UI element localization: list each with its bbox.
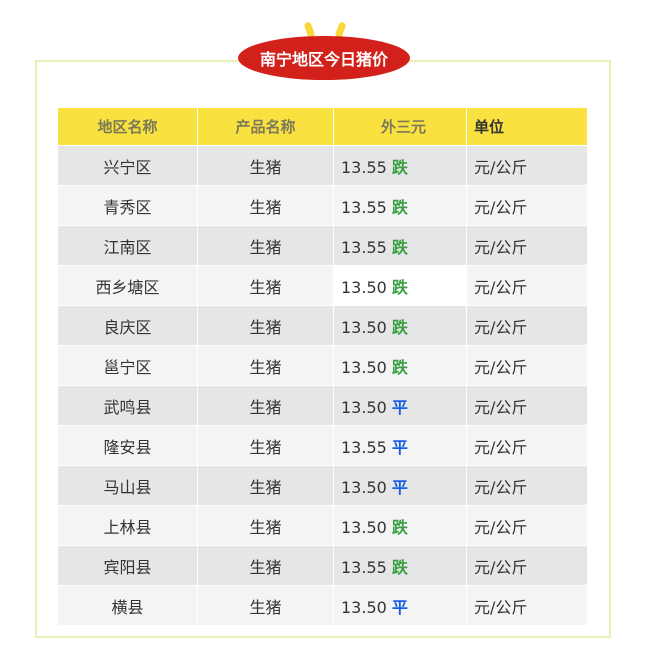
price-value: 13.55 [341,157,387,177]
unit-cell: 元/公斤 [466,185,588,226]
product-cell: 生猪 [197,385,334,426]
header-unit: 单位 [466,107,588,146]
unit-cell: 元/公斤 [466,545,588,586]
price-value: 13.55 [341,237,387,257]
trend-label: 跌 [391,357,408,377]
product-cell: 生猪 [197,185,334,226]
unit-cell: 元/公斤 [466,145,588,186]
product-cell: 生猪 [197,425,334,466]
product-cell: 生猪 [197,265,334,306]
price-cell: 13.50 跌 [333,345,467,386]
price-cell: 13.55 跌 [333,545,467,586]
region-cell: 良庆区 [57,305,198,346]
region-cell: 武鸣县 [57,385,198,426]
unit-cell: 元/公斤 [466,585,588,626]
price-cell: 13.55 跌 [333,225,467,266]
trend-label: 平 [391,397,408,417]
price-cell: 13.55 平 [333,425,467,466]
unit-cell: 元/公斤 [466,225,588,266]
price-cell: 13.50 平 [333,465,467,506]
region-cell: 邕宁区 [57,345,198,386]
table-row: 马山县 生猪 13.50 平 元/公斤 [57,465,588,506]
table-row: 江南区 生猪 13.55 跌 元/公斤 [57,225,588,266]
product-cell: 生猪 [197,305,334,346]
region-cell: 隆安县 [57,425,198,466]
price-value: 13.50 [341,597,387,617]
trend-label: 平 [391,437,408,457]
product-cell: 生猪 [197,505,334,546]
region-cell: 宾阳县 [57,545,198,586]
unit-cell: 元/公斤 [466,465,588,506]
product-cell: 生猪 [197,225,334,266]
region-cell: 西乡塘区 [57,265,198,306]
price-cell: 13.50 跌 [333,305,467,346]
region-cell: 上林县 [57,505,198,546]
table-row: 横县 生猪 13.50 平 元/公斤 [57,585,588,626]
trend-label: 跌 [391,557,408,577]
region-cell: 马山县 [57,465,198,506]
table-row: 上林县 生猪 13.50 跌 元/公斤 [57,505,588,546]
unit-cell: 元/公斤 [466,385,588,426]
unit-cell: 元/公斤 [466,265,588,306]
price-value: 13.50 [341,397,387,417]
price-value: 13.50 [341,317,387,337]
price-value: 13.55 [341,197,387,217]
region-cell: 兴宁区 [57,145,198,186]
unit-cell: 元/公斤 [466,505,588,546]
header-region: 地区名称 [57,107,198,146]
price-value: 13.50 [341,357,387,377]
header-product: 产品名称 [197,107,334,146]
trend-label: 跌 [391,157,408,177]
product-cell: 生猪 [197,545,334,586]
region-cell: 江南区 [57,225,198,266]
price-value: 13.55 [341,557,387,577]
product-cell: 生猪 [197,345,334,386]
trend-label: 平 [391,477,408,497]
price-cell: 13.50 跌 [333,265,467,306]
header-price: 外三元 [333,107,467,146]
table-row: 宾阳县 生猪 13.55 跌 元/公斤 [57,545,588,586]
product-cell: 生猪 [197,145,334,186]
unit-cell: 元/公斤 [466,305,588,346]
price-table: 地区名称 产品名称 外三元 单位 兴宁区 生猪 13.55 跌 元/公斤 青秀区 … [57,107,588,626]
price-value: 13.50 [341,277,387,297]
price-cell: 13.55 跌 [333,145,467,186]
table-row: 兴宁区 生猪 13.55 跌 元/公斤 [57,145,588,186]
table-row: 良庆区 生猪 13.50 跌 元/公斤 [57,305,588,346]
trend-label: 跌 [391,317,408,337]
table-row: 隆安县 生猪 13.55 平 元/公斤 [57,425,588,466]
trend-label: 跌 [391,237,408,257]
price-value: 13.50 [341,477,387,497]
price-cell: 13.50 平 [333,585,467,626]
table-row: 武鸣县 生猪 13.50 平 元/公斤 [57,385,588,426]
trend-label: 平 [391,597,408,617]
price-value: 13.55 [341,437,387,457]
region-cell: 青秀区 [57,185,198,226]
product-cell: 生猪 [197,585,334,626]
product-cell: 生猪 [197,465,334,506]
table-row: 青秀区 生猪 13.55 跌 元/公斤 [57,185,588,226]
price-value: 13.50 [341,517,387,537]
unit-cell: 元/公斤 [466,425,588,466]
region-cell: 横县 [57,585,198,626]
page-title: 南宁地区今日猪价 [238,36,410,80]
table-row: 西乡塘区 生猪 13.50 跌 元/公斤 [57,265,588,306]
unit-cell: 元/公斤 [466,345,588,386]
price-cell: 13.55 跌 [333,185,467,226]
price-cell: 13.50 跌 [333,505,467,546]
trend-label: 跌 [391,517,408,537]
trend-label: 跌 [391,197,408,217]
trend-label: 跌 [391,277,408,297]
table-row: 邕宁区 生猪 13.50 跌 元/公斤 [57,345,588,386]
price-cell: 13.50 平 [333,385,467,426]
